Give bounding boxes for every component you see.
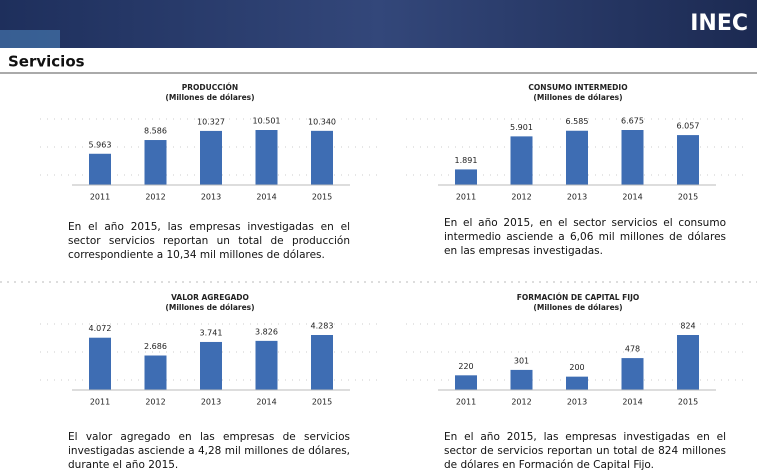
bar xyxy=(311,335,333,390)
value-label: 3.826 xyxy=(255,327,278,336)
x-tick-label: 2013 xyxy=(201,193,221,202)
logo: INEC xyxy=(690,11,748,36)
bar xyxy=(255,340,278,390)
bar xyxy=(621,130,644,185)
x-tick-label: 2013 xyxy=(567,193,587,202)
bar xyxy=(255,130,278,185)
value-label: 10.340 xyxy=(308,117,336,126)
value-label: 8.586 xyxy=(144,127,167,136)
x-tick-label: 2015 xyxy=(312,193,332,202)
value-label: 6.675 xyxy=(621,117,644,126)
x-tick-label: 2015 xyxy=(312,398,332,407)
bar xyxy=(621,358,644,390)
chart-subtitle: (Millones de dólares) xyxy=(165,303,254,312)
x-tick-label: 2014 xyxy=(622,398,642,407)
caption: En el año 2015, las empresas investigada… xyxy=(444,431,726,471)
bar xyxy=(566,376,588,390)
x-tick-label: 2013 xyxy=(567,398,587,407)
bar xyxy=(89,337,111,390)
caption: En el año 2015, en el sector servicios e… xyxy=(444,217,726,257)
value-label: 301 xyxy=(514,356,529,365)
x-tick-label: 2011 xyxy=(90,398,110,407)
value-label: 5.963 xyxy=(89,140,112,149)
bar xyxy=(677,135,699,185)
x-tick-label: 2011 xyxy=(456,193,476,202)
value-label: 1.891 xyxy=(455,156,478,165)
caption: En el año 2015, las empresas investigada… xyxy=(68,221,350,261)
x-tick-label: 2014 xyxy=(256,193,276,202)
chart-subtitle: (Millones de dólares) xyxy=(533,93,622,102)
x-tick-label: 2012 xyxy=(145,398,165,407)
bar xyxy=(566,130,588,185)
chart-title: PRODUCCIÓN xyxy=(182,83,238,92)
value-label: 10.327 xyxy=(197,117,225,126)
value-label: 3.741 xyxy=(200,328,223,337)
bar xyxy=(200,130,222,185)
chart-title: VALOR AGREGADO xyxy=(171,293,249,302)
value-label: 5.901 xyxy=(510,123,533,132)
header-band xyxy=(0,0,757,48)
bar xyxy=(677,335,699,390)
x-tick-label: 2012 xyxy=(511,398,531,407)
x-tick-label: 2014 xyxy=(622,193,642,202)
bar xyxy=(455,169,477,185)
bar xyxy=(455,375,477,390)
chart-subtitle: (Millones de dólares) xyxy=(533,303,622,312)
bar xyxy=(144,140,167,185)
bar xyxy=(510,136,533,185)
header-decor xyxy=(0,30,60,48)
value-label: 6.585 xyxy=(566,117,589,126)
x-tick-label: 2014 xyxy=(256,398,276,407)
bar xyxy=(89,153,111,185)
x-tick-label: 2012 xyxy=(511,193,531,202)
x-tick-label: 2012 xyxy=(145,193,165,202)
value-label: 6.057 xyxy=(677,122,700,131)
value-label: 2.686 xyxy=(144,342,167,351)
x-tick-label: 2013 xyxy=(201,398,221,407)
x-tick-label: 2015 xyxy=(678,398,698,407)
section-title: Servicios xyxy=(8,53,85,71)
bar xyxy=(510,369,533,390)
value-label: 4.283 xyxy=(311,322,334,331)
bar xyxy=(144,355,167,390)
x-tick-label: 2011 xyxy=(90,193,110,202)
value-label: 4.072 xyxy=(89,324,112,333)
x-tick-label: 2011 xyxy=(456,398,476,407)
bar xyxy=(311,130,333,185)
chart-title: CONSUMO INTERMEDIO xyxy=(528,83,627,92)
chart-title: FORMACIÓN DE CAPITAL FIJO xyxy=(517,293,639,302)
chart-subtitle: (Millones de dólares) xyxy=(165,93,254,102)
caption: El valor agregado en las empresas de ser… xyxy=(68,431,350,471)
bar xyxy=(200,341,222,390)
value-label: 220 xyxy=(458,362,473,371)
value-label: 824 xyxy=(680,322,695,331)
value-label: 10.501 xyxy=(253,117,281,126)
value-label: 200 xyxy=(569,363,584,372)
x-tick-label: 2015 xyxy=(678,193,698,202)
value-label: 478 xyxy=(625,345,640,354)
